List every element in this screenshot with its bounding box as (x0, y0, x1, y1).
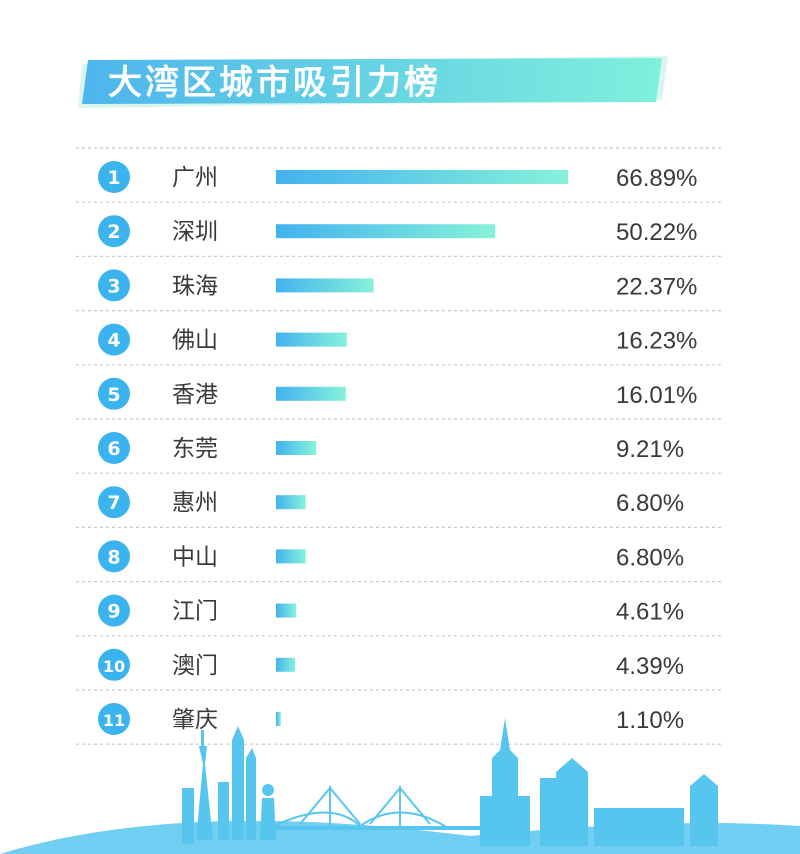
bar-4 (276, 332, 347, 347)
city-label: 东莞 (172, 436, 218, 462)
rank-badge (98, 540, 130, 573)
bar-1 (276, 170, 568, 184)
rank-badge (98, 432, 130, 464)
bar-11 (276, 712, 281, 726)
value-label: 4.61% (616, 599, 684, 626)
rank-number: 2 (107, 221, 120, 243)
city-label: 澳门 (172, 653, 218, 679)
bar-7 (276, 495, 306, 510)
value-label: 6.80% (616, 544, 684, 571)
bar-10 (276, 657, 296, 672)
rank-badge (98, 594, 130, 627)
city-label: 香港 (172, 382, 218, 408)
rank-number: 5 (107, 384, 120, 406)
bar-6 (276, 441, 317, 455)
bar-2 (276, 224, 496, 239)
rank-badge (98, 161, 130, 193)
city-label: 佛山 (172, 328, 218, 354)
rank-number: 6 (107, 438, 120, 460)
value-label: 22.37% (616, 273, 697, 300)
city-skyline-illustration (0, 718, 800, 854)
city-label: 惠州 (172, 490, 218, 516)
rank-number: 9 (107, 601, 120, 623)
value-label: 1.10% (616, 707, 684, 734)
chart-title: 大湾区城市吸引力榜 (108, 63, 441, 103)
rank-badge (98, 323, 130, 356)
value-label: 50.22% (616, 219, 697, 246)
value-label: 16.23% (616, 328, 697, 355)
rank-number: 11 (103, 711, 125, 730)
rank-badge (98, 648, 130, 681)
bar-8 (276, 549, 306, 564)
bar-9 (276, 603, 297, 618)
rank-number: 7 (107, 492, 120, 514)
value-label: 9.21% (616, 436, 684, 463)
rank-number: 3 (107, 275, 120, 297)
title-banner (78, 56, 668, 108)
city-label: 江门 (172, 599, 218, 625)
rank-badge (98, 269, 130, 302)
rank-number: 8 (107, 546, 120, 568)
value-label: 66.89% (616, 165, 697, 192)
city-label: 珠海 (172, 273, 218, 299)
bar-5 (276, 386, 346, 401)
city-label: 深圳 (172, 219, 218, 245)
city-label: 广州 (172, 165, 218, 191)
rank-badge (98, 486, 130, 519)
value-label: 4.39% (616, 653, 684, 680)
rank-badge (98, 703, 130, 735)
rank-number: 1 (107, 167, 120, 189)
rank-number: 4 (107, 330, 120, 352)
rank-badge (98, 377, 130, 410)
value-label: 16.01% (616, 382, 697, 409)
rank-badge (98, 215, 130, 248)
city-label: 中山 (172, 544, 218, 570)
bar-3 (276, 278, 374, 293)
value-label: 6.80% (616, 490, 684, 517)
rank-number: 10 (103, 657, 125, 676)
city-label: 肇庆 (172, 707, 218, 733)
